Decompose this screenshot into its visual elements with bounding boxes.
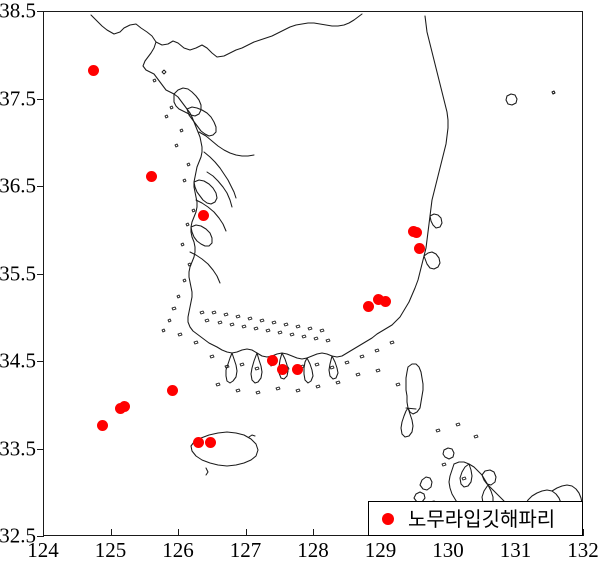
occurrence-marker [88,65,100,77]
y-axis-tick [37,186,44,187]
occurrence-marker [380,296,392,308]
x-axis-tick-label: 125 [94,538,127,562]
map-plot-area [43,11,583,536]
x-axis-tick-label: 124 [27,538,59,562]
occurrence-marker [291,364,303,376]
x-axis-tick [43,529,44,536]
occurrence-marker [266,354,278,366]
legend-red-circle-icon [382,512,394,525]
x-axis-tick [110,529,112,536]
occurrence-marker [145,171,157,182]
legend-series-label: 노무라입깃해파리 [408,506,556,531]
occurrence-marker [118,401,130,413]
x-axis-tick-label: 126 [162,538,194,562]
y-axis-tick-label: 33.5 [0,436,36,460]
x-axis-tick-label: 127 [229,538,262,562]
occurrence-marker [413,242,425,254]
x-axis-tick [245,529,247,536]
occurrence-marker [193,437,205,448]
occurrence-marker [167,384,179,396]
occurrence-marker [373,294,385,306]
y-axis-tick [37,98,44,100]
x-axis-tick-label: 132 [567,538,599,562]
y-axis-tick [37,536,44,537]
x-axis-tick-label: 130 [432,538,464,562]
occurrence-marker [204,437,216,448]
y-axis-tick-label: 37.5 [0,86,36,110]
x-axis-tick [178,529,179,536]
y-axis-tick-label: 38.5 [0,0,36,23]
occurrence-marker [96,419,108,431]
y-axis-tick-label: 36.5 [0,173,36,198]
y-axis-tick [37,273,44,275]
y-axis-tick-label: 35.5 [0,261,36,285]
y-axis-tick [37,448,44,450]
occurrence-marker [198,210,210,222]
y-axis-tick-label: 34.5 [0,348,36,373]
x-axis-tick-label: 131 [499,538,532,562]
x-axis-tick-label: 129 [364,538,397,562]
x-axis-tick-label: 128 [297,538,329,562]
y-axis-tick [37,361,44,362]
map-legend: 노무라입깃해파리 [368,501,583,536]
occurrence-marker [277,364,289,376]
x-axis-tick [313,529,314,536]
y-axis-tick [37,11,44,12]
occurrence-marker [362,301,374,313]
y-axis-tick-label: 32.5 [0,523,36,548]
occurrence-marker-layer [44,12,582,535]
occurrence-marker [411,227,423,238]
x-axis-tick [583,529,584,536]
